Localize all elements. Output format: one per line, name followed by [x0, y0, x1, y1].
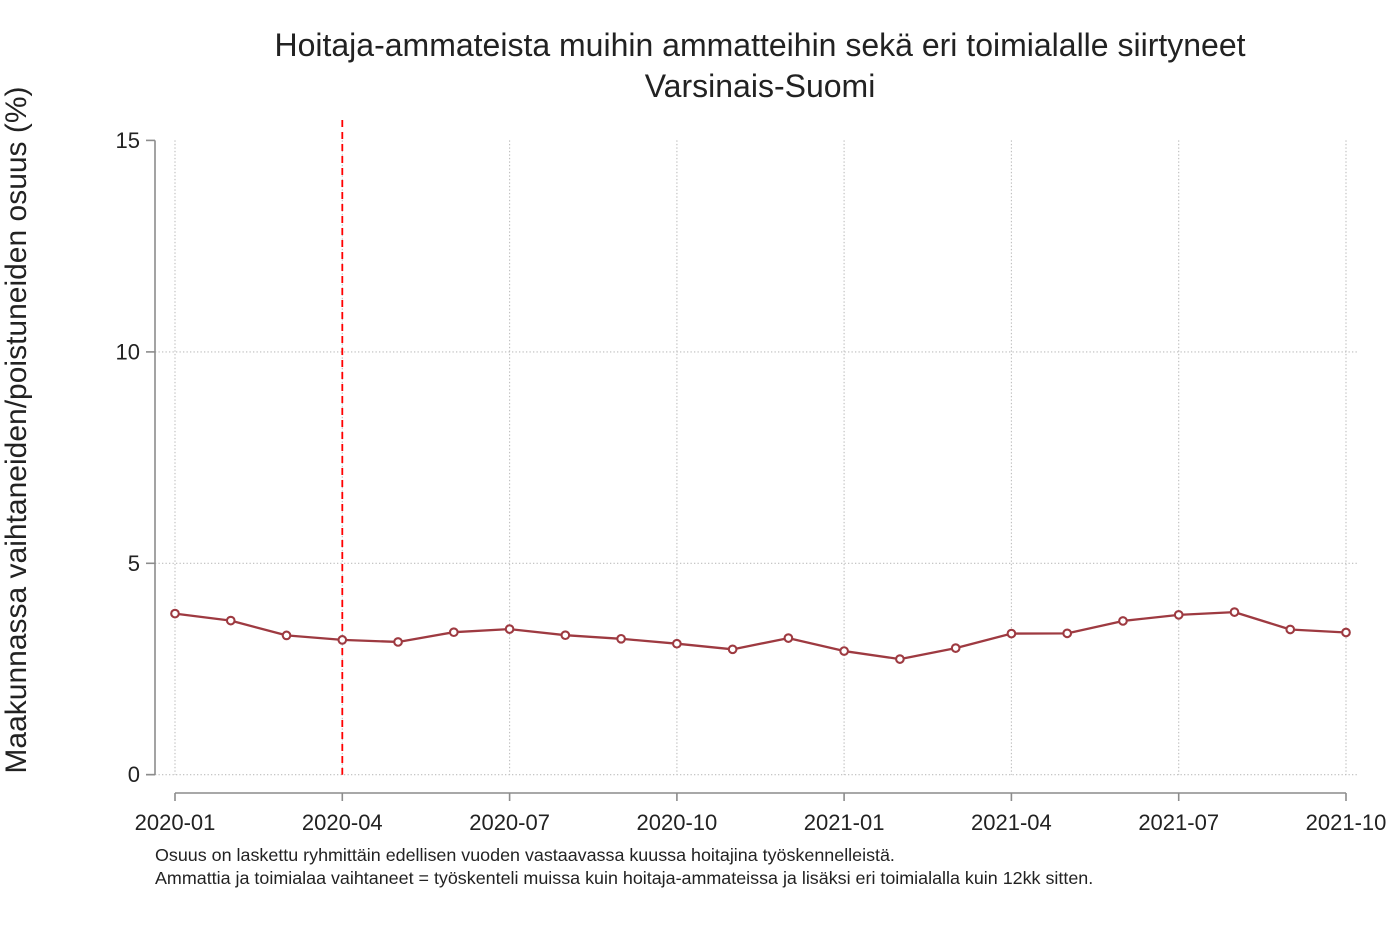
svg-text:5: 5	[128, 551, 140, 576]
svg-text:Varsinais-Suomi: Varsinais-Suomi	[645, 68, 876, 104]
svg-text:Hoitaja-ammateista muihin amma: Hoitaja-ammateista muihin ammatteihin se…	[274, 27, 1245, 63]
svg-text:0: 0	[128, 762, 140, 787]
svg-text:15: 15	[116, 128, 140, 153]
svg-text:Maakunnassa vaihtaneiden/poist: Maakunnassa vaihtaneiden/poistuneiden os…	[0, 86, 33, 773]
svg-text:2020-01: 2020-01	[135, 810, 216, 835]
svg-text:2021-10: 2021-10	[1306, 810, 1387, 835]
svg-text:2021-04: 2021-04	[971, 810, 1052, 835]
svg-text:2020-07: 2020-07	[469, 810, 550, 835]
svg-text:2020-10: 2020-10	[637, 810, 718, 835]
svg-text:2021-01: 2021-01	[804, 810, 885, 835]
svg-text:Ammattia ja toimialaa vaihtane: Ammattia ja toimialaa vaihtaneet = työsk…	[155, 868, 1093, 888]
svg-text:Osuus on laskettu ryhmittäin e: Osuus on laskettu ryhmittäin edellisen v…	[155, 845, 895, 865]
svg-text:10: 10	[116, 340, 140, 365]
svg-text:2021-07: 2021-07	[1138, 810, 1219, 835]
svg-text:2020-04: 2020-04	[302, 810, 383, 835]
